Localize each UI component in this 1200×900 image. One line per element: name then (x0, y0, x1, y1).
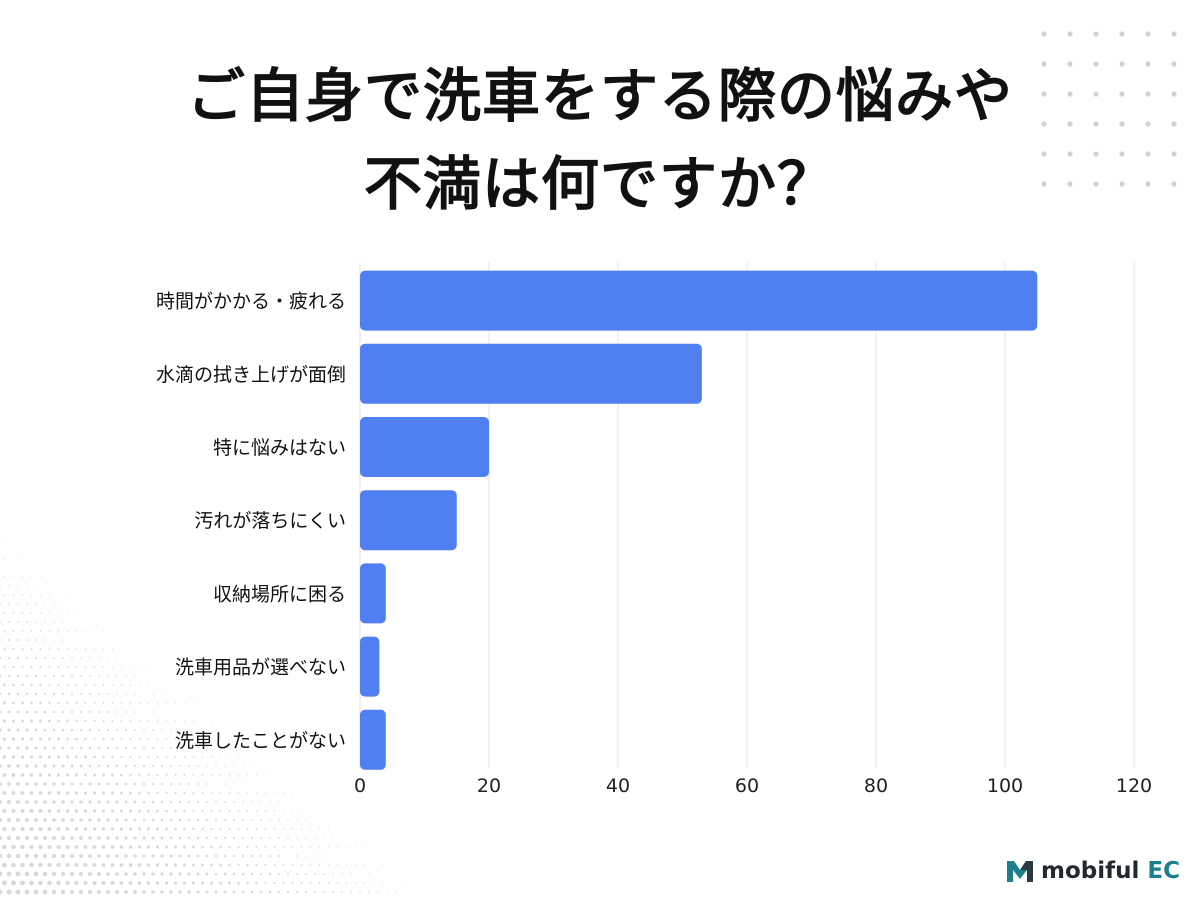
category-label-5: 収納場所に困る (213, 583, 346, 605)
bar-4 (360, 490, 457, 551)
bar-6 (360, 636, 380, 697)
bar-3 (360, 417, 489, 477)
category-label-7: 洗車したことがない (175, 730, 346, 752)
title-line-1: ご自身で洗車をする際の悩みや (186, 62, 1013, 130)
category-label-1: 時間がかかる・疲れる (156, 291, 346, 313)
category-label-3: 特に悩みはない (213, 437, 346, 459)
category-label-2: 水滴の拭き上げが面倒 (156, 364, 346, 386)
m-logo-icon (1007, 861, 1033, 882)
brand-name-main: mobiful (1041, 858, 1140, 884)
x-tick-label-0: 0 (354, 775, 366, 797)
title-line-2: 不満は何ですか？ (363, 150, 836, 218)
x-tick-label-100: 100 (987, 775, 1023, 797)
x-tick-label-80: 80 (864, 775, 888, 797)
x-tick-label-20: 20 (477, 775, 501, 797)
category-label-4: 汚れが落ちにくい (194, 510, 346, 532)
category-label-6: 洗車用品が選べない (175, 657, 346, 679)
halftone-decoration (0, 522, 433, 895)
bar-5 (360, 563, 386, 624)
chart-title: ご自身で洗車をする際の悩みや 不満は何ですか？ (0, 52, 1200, 228)
brand-name-suffix: EC (1147, 858, 1180, 884)
bar-7 (360, 709, 386, 770)
x-tick-label-40: 40 (606, 775, 630, 797)
brand-name: mobiful EC (1041, 858, 1180, 884)
brand-logo: mobiful EC (1005, 858, 1180, 884)
dot-grid-decoration (1041, 31, 1177, 187)
bar-1 (360, 270, 1038, 331)
x-tick-label-60: 60 (735, 775, 759, 797)
bar-2 (360, 343, 702, 404)
x-tick-label-120: 120 (1116, 775, 1152, 797)
